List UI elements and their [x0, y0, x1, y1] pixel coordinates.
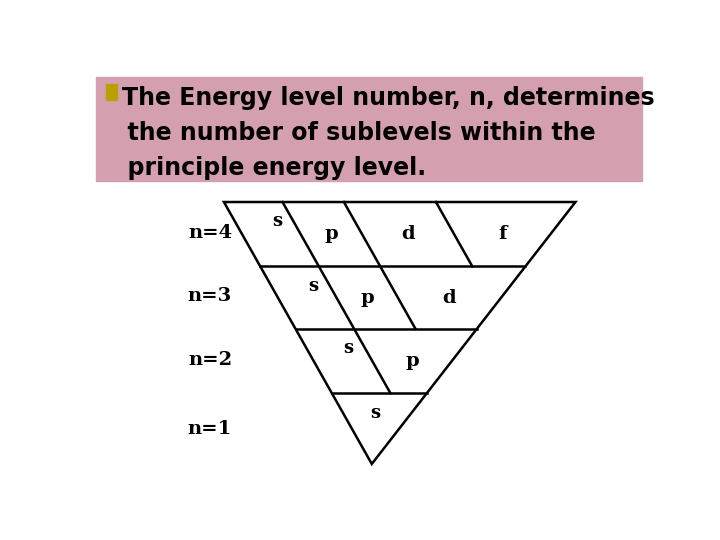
Text: the number of sublevels within the: the number of sublevels within the	[111, 121, 596, 145]
Text: p: p	[361, 289, 374, 307]
Text: p: p	[325, 225, 338, 243]
Text: n=3: n=3	[188, 287, 232, 305]
Text: s: s	[371, 404, 381, 422]
Text: d: d	[443, 289, 456, 307]
Text: s: s	[343, 339, 354, 357]
Text: The Energy level number, n, determines: The Energy level number, n, determines	[122, 85, 655, 110]
Text: f: f	[498, 225, 506, 243]
Text: s: s	[308, 277, 318, 295]
FancyBboxPatch shape	[96, 77, 642, 181]
Text: d: d	[401, 225, 415, 243]
Bar	[106, 84, 117, 100]
Text: n=4: n=4	[188, 224, 232, 242]
Text: n=2: n=2	[188, 351, 232, 369]
Text: principle energy level.: principle energy level.	[111, 156, 426, 180]
Text: s: s	[272, 212, 282, 231]
Text: p: p	[405, 352, 419, 370]
Text: n=1: n=1	[188, 420, 232, 437]
